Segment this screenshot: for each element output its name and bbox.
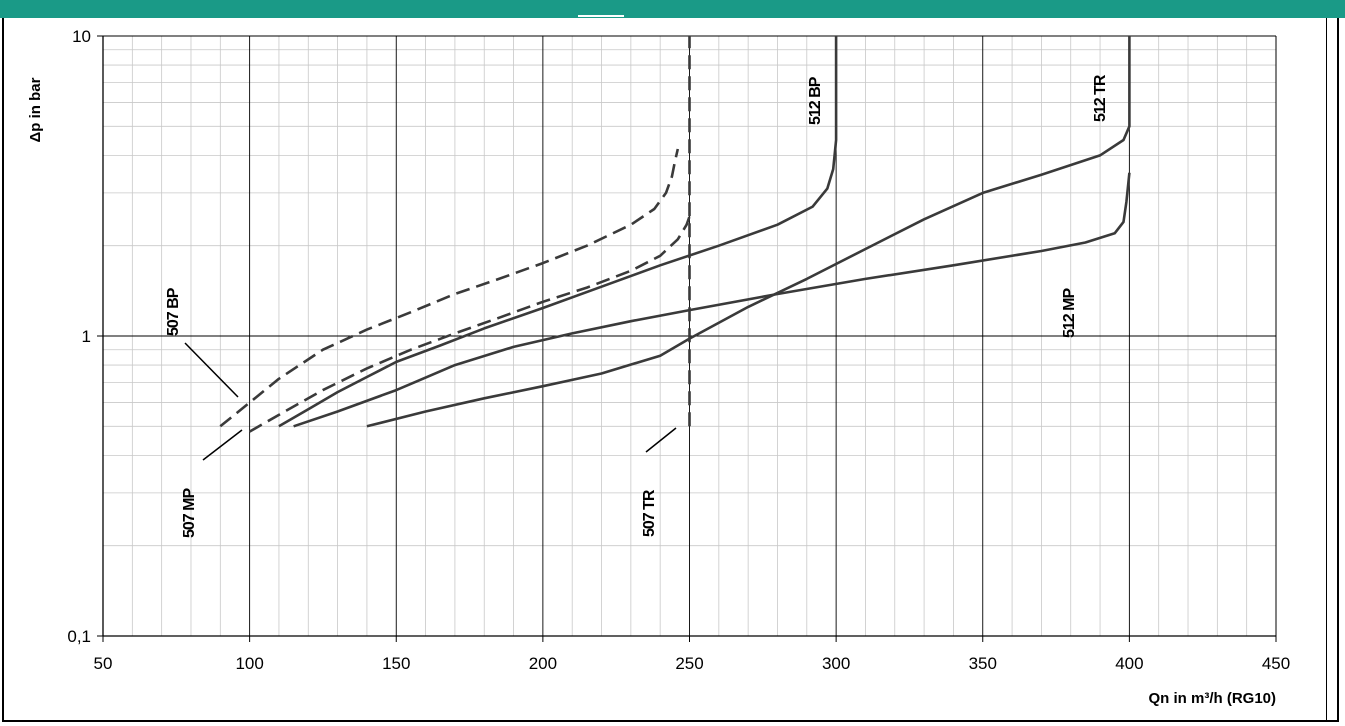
x-tick-label: 200 [529,654,557,673]
x-tick-label: 50 [94,654,113,673]
label-leader [645,427,677,453]
series-label-507-tr: 507 TR [641,489,658,537]
series-label-507-mp: 507 MP [181,488,198,538]
x-tick-label: 150 [382,654,410,673]
x-axis-ticks: 50 100 150 200 250 300 350 400 450 [94,636,1290,673]
y-tick-label: 0,1 [67,627,91,646]
y-axis-ticks: 0,1 1 10 [67,27,103,646]
series-line-512-tr [366,36,1131,428]
x-tick-label: 300 [822,654,850,673]
series-label-507-bp: 507 BP [165,287,182,336]
series-line-507-mp [248,216,691,433]
right-rule [1326,18,1327,722]
title-bar [0,0,1345,18]
x-tick-label: 450 [1262,654,1290,673]
x-tick-label: 350 [969,654,997,673]
y-tick-label: 10 [72,27,91,46]
chart-frame [2,18,1339,722]
label-leader-lines [184,342,677,461]
series-line-512-bp [278,36,838,428]
series-line-512-mp [293,172,1131,428]
series-line-507-bp [219,148,680,428]
y-axis-title: Δp in bar [27,77,44,142]
title-bar-marker [578,15,624,17]
series-labels: 507 BP 507 MP 507 TR 512 BP 512 MP 512 TR [165,74,1109,538]
series-label-512-mp: 512 MP [1061,288,1078,338]
series-label-512-tr: 512 TR [1092,74,1109,122]
x-axis-title: Qn in m³/h (RG10) [1149,690,1277,707]
label-leader [202,429,243,461]
label-leader [184,342,239,398]
x-tick-label: 100 [235,654,263,673]
x-tick-label: 250 [675,654,703,673]
series-lines [219,36,1131,433]
y-tick-label: 1 [82,327,91,346]
x-tick-label: 400 [1115,654,1143,673]
series-label-512-bp: 512 BP [807,76,824,125]
